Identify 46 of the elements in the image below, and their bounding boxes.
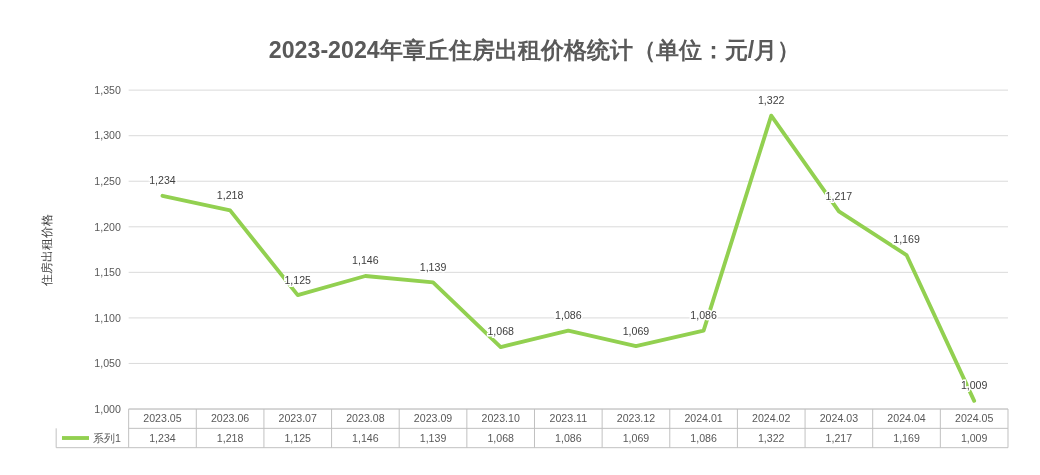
x-tick-label: 2023.08 [346,412,385,425]
data-label: 1,086 [690,431,717,444]
y-tick-label: 1,200 [94,220,121,233]
text: 1,169 [893,233,920,246]
data-label: 1,322 [757,431,785,444]
data-label: 1,068 [487,431,515,444]
text: 1,068 [487,325,514,338]
x-tick-label: 2023.07 [278,412,318,425]
y-axis-title: 住房出租价格 [40,213,54,287]
text: 1,139 [419,260,447,273]
text: 1,322 [757,94,785,107]
x-tick-label: 2023.05 [143,412,182,425]
data-label: 1,234 [149,431,176,444]
data-label: 1,146 [352,431,379,444]
x-tick-label: 2024.03 [819,412,859,425]
x-tick-label: 2024.05 [954,412,994,425]
y-tick-label: 1,300 [94,129,121,142]
x-tick-label: 2023.09 [413,412,453,425]
y-tick-label: 1,250 [94,174,121,187]
x-tick-label: 2023.11 [549,412,588,425]
data-label: 1,125 [284,431,312,444]
x-tick-label: 2023.06 [210,412,250,425]
data-label: 1,169 [893,431,920,444]
y-tick-label: 1,150 [94,266,121,279]
legend-label: 系列1 [92,431,121,444]
data-label: 1,218 [216,431,244,444]
data-label: 1,139 [419,431,447,444]
data-label: 1,009 [960,431,988,444]
text: 1,086 [555,309,582,322]
x-tick-label: 2024.01 [684,412,723,425]
y-tick-label: 1,000 [94,402,121,415]
x-tick-label: 2024.02 [752,412,791,425]
x-tick-label: 2023.10 [481,412,520,425]
x-tick-label: 2024.04 [887,412,926,425]
text: 1,146 [352,254,379,267]
data-label: 1,069 [622,431,650,444]
text: 1,218 [216,188,244,201]
y-tick-label: 1,100 [94,311,121,324]
text: 1,069 [622,324,650,337]
text: 1,234 [149,174,176,187]
y-tick-label: 1,350 [94,83,121,96]
chart-title: 2023-2024年章丘住房出租价格统计（单位：元/月） [268,37,801,64]
data-label: 1,217 [825,431,853,444]
data-label: 1,086 [555,431,582,444]
y-tick-label: 1,050 [94,357,121,370]
x-tick-label: 2023.12 [616,412,656,425]
